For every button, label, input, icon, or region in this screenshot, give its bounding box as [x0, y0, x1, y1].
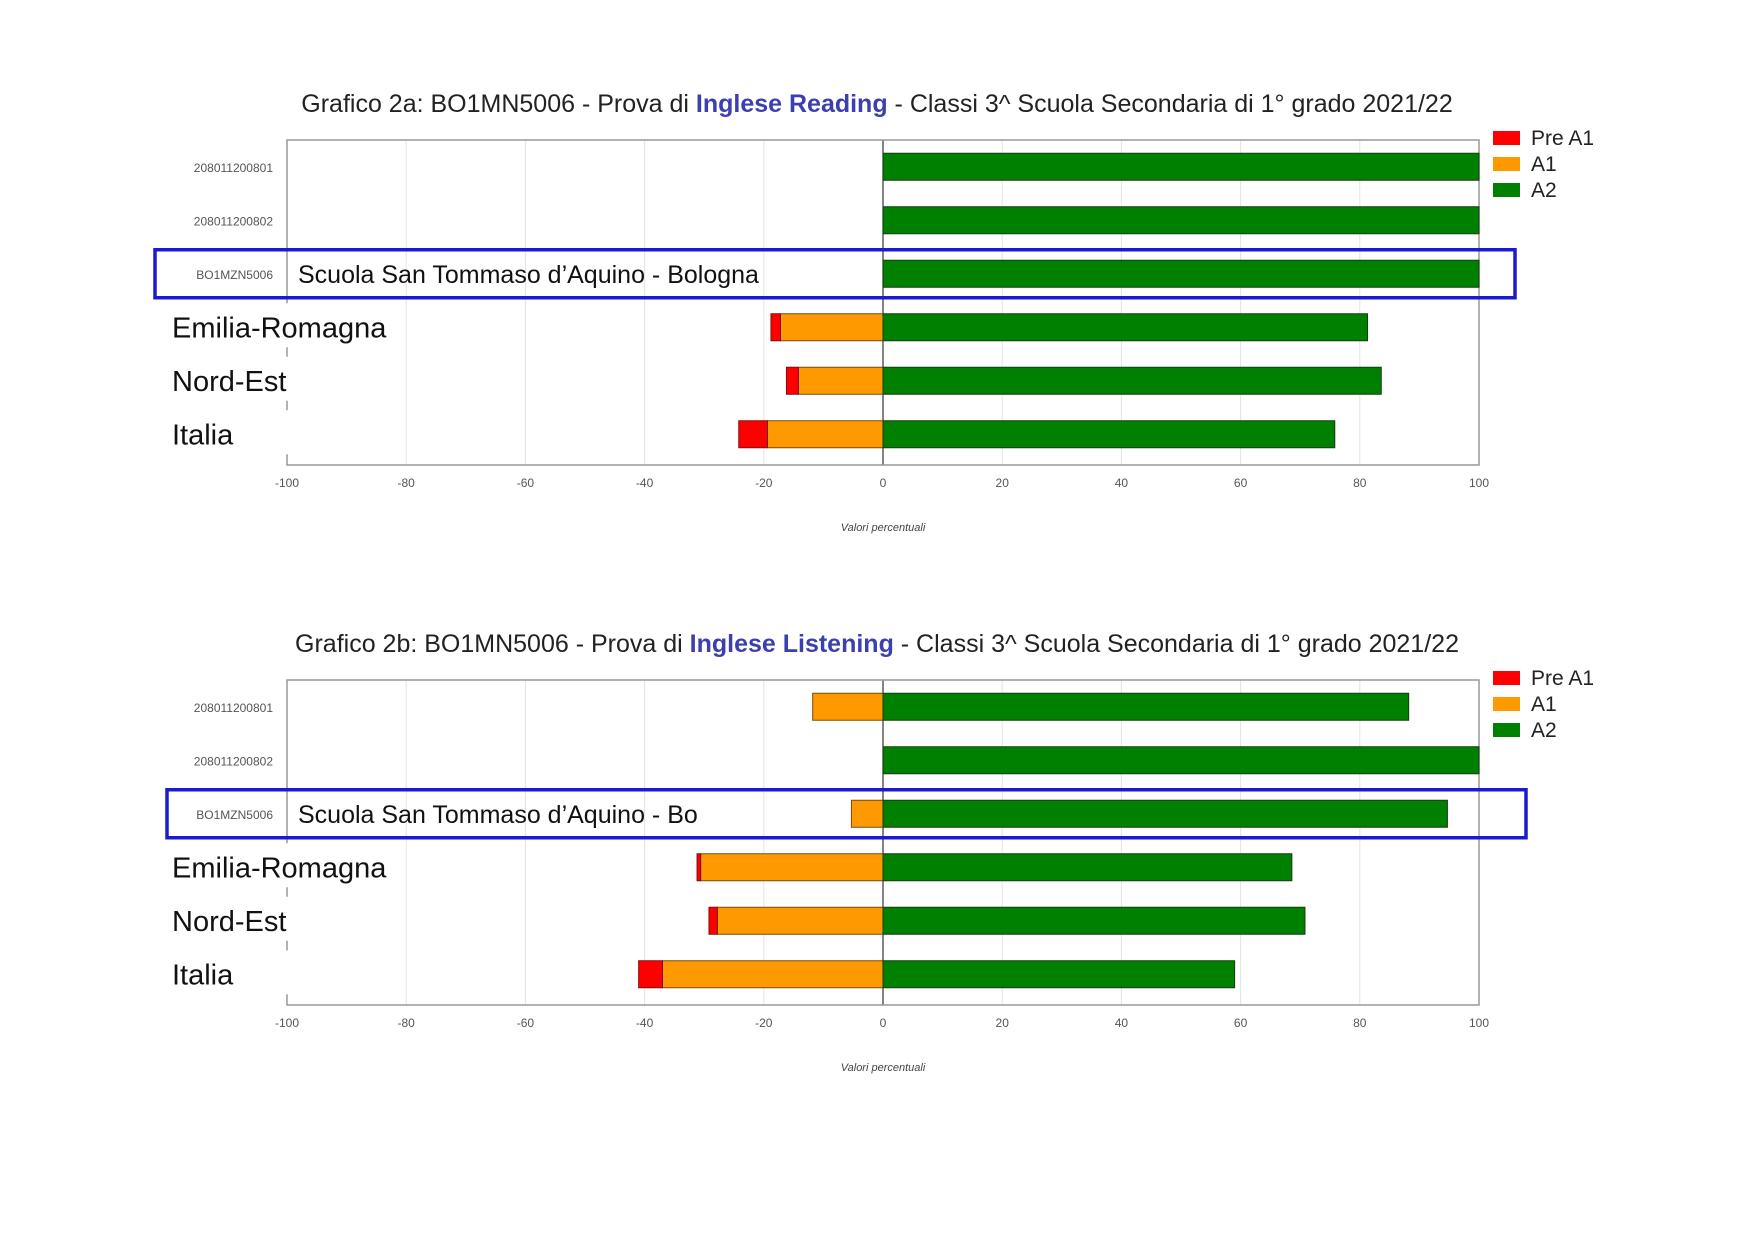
- chart-title-highlight: Inglese Reading: [695, 90, 888, 118]
- x-tick-label: 60: [1234, 1016, 1248, 1030]
- plot-frame: [286, 139, 1480, 466]
- legend-label: A1: [1531, 693, 1557, 716]
- legend-swatch-a2: [1493, 723, 1520, 737]
- chart-title-highlight: Inglese Listening: [689, 630, 894, 658]
- bar-pre-a1: [696, 853, 702, 882]
- school-annotation: Scuola San Tommaso d’Aquino - Bologna: [298, 261, 759, 289]
- bar-a2: [882, 366, 1382, 395]
- highlight-box: [153, 248, 1517, 300]
- category-label: 208011200802: [194, 754, 274, 768]
- bar-a1: [661, 960, 884, 989]
- legend-label: Pre A1: [1531, 667, 1594, 690]
- x-tick-label: 80: [1353, 1016, 1367, 1030]
- bar-a2: [882, 259, 1480, 288]
- chart-plot: -100 -80 -60 -40 -20 0 20 40 60 80 100 Valori perce…: [153, 127, 1594, 534]
- x-tick-label: 40: [1115, 1016, 1129, 1030]
- bar-a2: [882, 746, 1480, 775]
- chart-title-prefix: Grafico 2b: BO1MN5006 - Prova di: [295, 630, 690, 658]
- bar-a2: [882, 853, 1293, 882]
- x-tick-label: 20: [996, 476, 1010, 490]
- bar-pre-a1: [708, 906, 718, 935]
- category-label: 208011200801: [194, 701, 274, 715]
- chart-reading: Grafico 2a: BO1MN5006 - Prova di Inglese…: [0, 80, 1754, 560]
- x-tick-label: -80: [398, 1016, 416, 1030]
- x-tick-label: 60: [1234, 476, 1248, 490]
- chart-title-suffix: - Classi 3^ Scuola Secondaria di 1° grad…: [893, 630, 1459, 658]
- legend-swatch-a1: [1493, 697, 1520, 711]
- category-label: 208011200802: [194, 214, 274, 228]
- category-label-emilia-romagna: Emilia-Romagna: [172, 312, 387, 344]
- legend-label: A2: [1531, 719, 1557, 742]
- legend-label: A2: [1531, 179, 1557, 202]
- x-axis-label: Valori percentuali: [841, 1062, 926, 1074]
- chart-title: Grafico 2b: BO1MN5006 - Prova di Inglese…: [0, 630, 1754, 659]
- x-axis-label: Valori percentuali: [841, 522, 926, 534]
- bar-a1: [716, 906, 884, 935]
- label-background: [160, 896, 400, 941]
- bar-a1: [797, 366, 884, 395]
- chart-title: Grafico 2a: BO1MN5006 - Prova di Inglese…: [0, 90, 1754, 119]
- category-label: BO1MZN5006: [196, 808, 273, 822]
- bar-a2: [882, 906, 1306, 935]
- x-tick-label: 40: [1115, 476, 1129, 490]
- x-tick-label: -40: [636, 1016, 654, 1030]
- legend-label: A1: [1531, 153, 1557, 176]
- bar-a1: [766, 420, 884, 449]
- bar-pre-a1: [738, 420, 768, 449]
- legend-swatch-pre-a1: [1493, 671, 1520, 685]
- bar-a2: [882, 152, 1480, 181]
- bar-a2: [882, 960, 1236, 989]
- x-tick-label: -100: [275, 1016, 299, 1030]
- bar-a2: [882, 692, 1410, 721]
- chart-listening: Grafico 2b: BO1MN5006 - Prova di Inglese…: [0, 620, 1754, 1100]
- legend-swatch-a2: [1493, 183, 1520, 197]
- legend-label: Pre A1: [1531, 127, 1594, 150]
- x-tick-label: 100: [1469, 476, 1489, 490]
- legend-swatch-a1: [1493, 157, 1520, 171]
- bar-a1: [700, 853, 884, 882]
- x-tick-label: -60: [517, 476, 535, 490]
- x-tick-label: -80: [398, 476, 416, 490]
- category-label-italia: Italia: [172, 419, 234, 451]
- x-tick-label: -20: [755, 476, 773, 490]
- x-tick-label: 20: [996, 1016, 1010, 1030]
- bar-a2: [882, 420, 1336, 449]
- legend-swatch-pre-a1: [1493, 131, 1520, 145]
- category-label-italia: Italia: [172, 959, 234, 991]
- chart-title-prefix: Grafico 2a: BO1MN5006 - Prova di: [301, 90, 696, 118]
- x-tick-label: -60: [517, 1016, 535, 1030]
- label-background: [160, 950, 400, 995]
- category-label: BO1MZN5006: [196, 268, 273, 282]
- bar-a1: [812, 692, 884, 721]
- label-background: [160, 843, 400, 888]
- category-label-emilia-romagna: Emilia-Romagna: [172, 852, 387, 884]
- bar-pre-a1: [638, 960, 663, 989]
- highlight-box: [165, 788, 1528, 840]
- bar-a1: [779, 313, 884, 342]
- bar-a2: [882, 206, 1480, 235]
- x-tick-label: -100: [275, 476, 299, 490]
- x-tick-label: 80: [1353, 476, 1367, 490]
- bar-a2: [882, 799, 1448, 828]
- label-background: [160, 303, 400, 348]
- category-label: 208011200801: [194, 161, 274, 175]
- chart-title-suffix: - Classi 3^ Scuola Secondaria di 1° grad…: [887, 90, 1453, 118]
- x-tick-label: 0: [880, 1016, 887, 1030]
- label-background: [160, 356, 400, 401]
- x-tick-label: 0: [880, 476, 887, 490]
- bar-a1: [850, 799, 884, 828]
- x-tick-label: -40: [636, 476, 654, 490]
- bar-pre-a1: [785, 366, 799, 395]
- category-label-nord-est: Nord-Est: [172, 366, 286, 398]
- plot-frame: [286, 679, 1480, 1006]
- bar-a2: [882, 313, 1369, 342]
- chart-plot: -100 -80 -60 -40 -20 0 20 40 60 80 100 Valori perce…: [160, 667, 1594, 1074]
- school-annotation: Scuola San Tommaso d’Aquino - Bo: [298, 801, 698, 829]
- x-tick-label: 100: [1469, 1016, 1489, 1030]
- x-tick-label: -20: [755, 1016, 773, 1030]
- category-label-nord-est: Nord-Est: [172, 906, 286, 938]
- bar-pre-a1: [770, 313, 781, 342]
- label-background: [160, 410, 400, 455]
